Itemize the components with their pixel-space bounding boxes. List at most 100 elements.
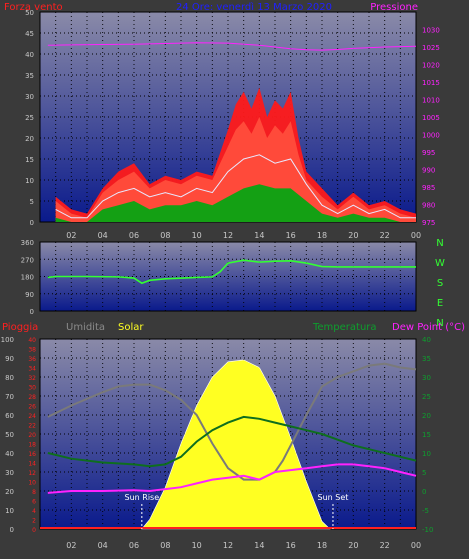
pressure-ytick: 990 <box>422 167 435 175</box>
sunrise-label: Sun Rise <box>125 493 160 502</box>
direction-ytick: 360 <box>21 239 34 247</box>
rain-ytick: 30 <box>28 385 36 392</box>
direction-ytick: 0 <box>30 308 34 316</box>
wind-xtick: 06 <box>129 231 139 240</box>
rain-ytick: 20 <box>28 432 36 439</box>
direction-ytick: 180 <box>21 274 34 282</box>
humidity-ytick: 80 <box>5 374 14 382</box>
sunset-label: Sun Set <box>318 493 349 502</box>
temp-xtick: 02 <box>66 541 76 550</box>
rain-ytick: 38 <box>28 347 36 354</box>
humidity-title: Umidita <box>66 322 105 333</box>
wind-ytick: 15 <box>25 156 34 164</box>
humidity-ytick: 30 <box>5 469 14 477</box>
temp-xtick: 00 <box>411 541 421 550</box>
wind-xtick: 08 <box>160 231 170 240</box>
pressure-ytick: 1000 <box>422 132 440 140</box>
wind-xtick: 00 <box>411 231 421 240</box>
pressure-ytick: 1005 <box>422 114 440 122</box>
rain-ytick: 36 <box>28 356 36 363</box>
rain-ytick: 26 <box>28 404 36 411</box>
wind-ytick: 5 <box>30 198 34 206</box>
wind-ytick: 0 <box>30 219 34 227</box>
wind-ytick: 20 <box>25 135 34 143</box>
wind-xtick: 14 <box>254 231 264 240</box>
temp-xtick: 08 <box>160 541 170 550</box>
temp-ytick: -5 <box>422 507 429 515</box>
pressure-ytick: 1020 <box>422 62 440 70</box>
pressure-ytick: 1010 <box>422 97 440 105</box>
pressure-ytick: 1025 <box>422 44 440 52</box>
temperature-title: Temperatura <box>312 322 377 333</box>
dewpoint-line <box>47 463 417 494</box>
temp-xtick: 20 <box>348 541 358 550</box>
rain-ytick: 12 <box>28 470 36 477</box>
humidity-ytick: 100 <box>1 336 14 344</box>
temp-xtick: 04 <box>98 541 108 550</box>
rain-ytick: 4 <box>32 508 36 515</box>
wind-xtick: 10 <box>192 231 202 240</box>
rain-ytick: 28 <box>28 394 36 401</box>
direction-ytick: 270 <box>21 256 34 264</box>
temp-ytick: 0 <box>422 488 426 496</box>
wind-ytick: 40 <box>25 51 34 59</box>
pressure-ytick: 1030 <box>422 27 440 35</box>
rain-ytick: 14 <box>28 461 36 468</box>
compass-label: S <box>437 278 443 289</box>
humidity-ytick: 0 <box>10 526 14 534</box>
rain-ytick: 32 <box>28 375 36 382</box>
humidity-ytick: 40 <box>5 450 14 458</box>
wind-xtick: 04 <box>98 231 108 240</box>
compass-label: E <box>437 298 443 309</box>
temp-xtick: 12 <box>223 541 233 550</box>
rain-ytick: 10 <box>28 480 36 487</box>
wind-xtick: 18 <box>317 231 327 240</box>
compass-label: N <box>436 318 443 329</box>
temp-ytick: -10 <box>422 526 433 534</box>
temp-xtick: 18 <box>317 541 327 550</box>
temp-ytick: 15 <box>422 431 431 439</box>
wind-min-area <box>55 184 417 222</box>
dewpoint-title: Dew Point (°C) <box>392 322 465 333</box>
temp-xtick: 06 <box>129 541 139 550</box>
direction-ytick: 90 <box>25 291 34 299</box>
wind-ytick: 25 <box>25 114 34 122</box>
compass-label: N <box>436 238 443 249</box>
temp-xtick: 14 <box>254 541 264 550</box>
humidity-ytick: 90 <box>5 355 14 363</box>
rain-ytick: 6 <box>32 499 36 506</box>
wind-ytick: 30 <box>25 93 34 101</box>
humidity-line <box>47 362 417 481</box>
temp-xtick: 22 <box>380 541 390 550</box>
pressure-line <box>47 42 417 51</box>
wind-xtick: 02 <box>66 231 76 240</box>
humidity-ytick: 20 <box>5 488 14 496</box>
date-range: 24 Ore: venerdì 13 Marzo 2020 <box>176 1 332 13</box>
wind-gust-inner <box>55 117 417 222</box>
rain-ytick: 40 <box>28 337 36 344</box>
wind-xtick: 22 <box>380 231 390 240</box>
solar-title: Solar <box>118 322 144 333</box>
pressure-title: Pressione <box>370 2 418 13</box>
direction-line <box>47 259 416 285</box>
wind-xtick: 12 <box>223 231 233 240</box>
temp-ytick: 5 <box>422 469 426 477</box>
rain-ytick: 18 <box>28 442 36 449</box>
wind-ytick: 50 <box>25 9 34 17</box>
temp-ytick: 10 <box>422 450 431 458</box>
temp-ytick: 40 <box>422 336 431 344</box>
wind-avg-line <box>55 154 416 219</box>
wind-xtick: 16 <box>286 231 296 240</box>
wind-ytick: 35 <box>25 72 34 80</box>
humidity-ytick: 10 <box>5 507 14 515</box>
compass-label: W <box>435 258 445 269</box>
rain-ytick: 22 <box>28 423 36 430</box>
rain-title: Pioggia <box>2 322 38 333</box>
wind-xtick: 20 <box>348 231 358 240</box>
humidity-ytick: 60 <box>5 412 14 420</box>
temp-ytick: 25 <box>422 393 431 401</box>
rain-ytick: 34 <box>28 366 36 373</box>
rain-ytick: 2 <box>32 518 36 525</box>
temp-ytick: 20 <box>422 412 431 420</box>
temp-xtick: 10 <box>192 541 202 550</box>
